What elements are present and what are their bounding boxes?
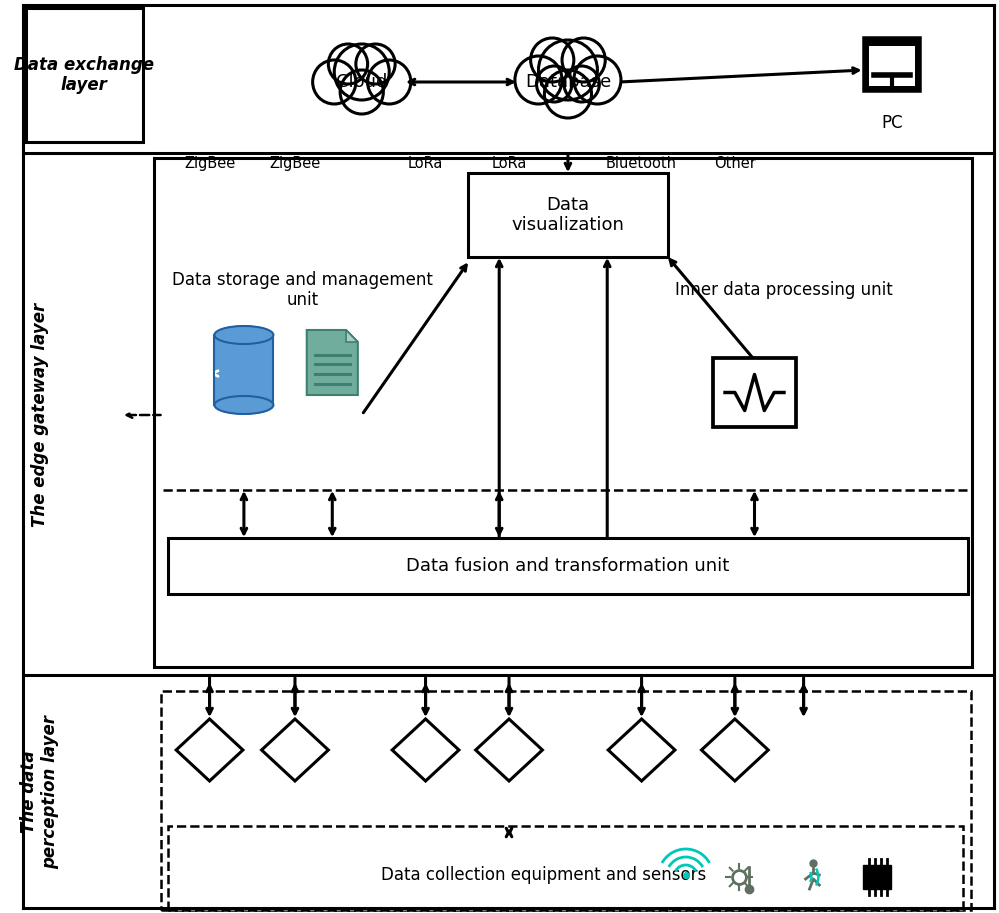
PathPatch shape — [307, 330, 358, 395]
Circle shape — [536, 66, 571, 102]
Text: ZigBee: ZigBee — [184, 155, 235, 171]
Circle shape — [356, 44, 396, 84]
Text: Data collection equipment and sensors: Data collection equipment and sensors — [382, 866, 706, 884]
Circle shape — [530, 38, 573, 82]
Text: Database: Database — [524, 73, 611, 91]
Text: Inner data processing unit: Inner data processing unit — [675, 281, 893, 299]
Circle shape — [329, 44, 368, 84]
Ellipse shape — [215, 326, 274, 344]
Circle shape — [514, 56, 562, 104]
FancyBboxPatch shape — [168, 826, 963, 910]
Text: Data fusion and transformation unit: Data fusion and transformation unit — [407, 557, 729, 575]
Circle shape — [544, 70, 591, 118]
Circle shape — [335, 44, 390, 100]
Text: The data
perception layer: The data perception layer — [20, 715, 59, 869]
Circle shape — [340, 70, 384, 114]
Ellipse shape — [215, 396, 274, 414]
FancyBboxPatch shape — [154, 158, 972, 667]
Circle shape — [538, 40, 597, 100]
FancyBboxPatch shape — [863, 37, 920, 91]
Polygon shape — [863, 865, 891, 889]
Circle shape — [573, 56, 621, 104]
Text: Cloud: Cloud — [336, 73, 388, 91]
Text: Data
visualization: Data visualization — [511, 195, 624, 235]
Circle shape — [313, 60, 356, 104]
Text: Bluetooth: Bluetooth — [606, 155, 677, 171]
Text: ZigBee: ZigBee — [270, 155, 321, 171]
FancyBboxPatch shape — [168, 538, 968, 594]
Text: PC: PC — [881, 114, 903, 132]
FancyBboxPatch shape — [26, 8, 143, 142]
Text: Other: Other — [714, 155, 756, 171]
FancyBboxPatch shape — [713, 358, 796, 427]
Text: LoRa: LoRa — [408, 155, 444, 171]
Circle shape — [368, 60, 411, 104]
Circle shape — [562, 38, 605, 82]
Text: The edge gateway layer: The edge gateway layer — [31, 303, 49, 527]
FancyBboxPatch shape — [162, 691, 970, 910]
Text: LoRa: LoRa — [492, 155, 526, 171]
Circle shape — [564, 66, 599, 102]
Text: Data storage and management
unit: Data storage and management unit — [173, 270, 434, 310]
FancyBboxPatch shape — [215, 335, 274, 405]
FancyBboxPatch shape — [468, 173, 668, 257]
Text: Data exchange
layer: Data exchange layer — [14, 56, 154, 94]
PathPatch shape — [346, 330, 358, 342]
FancyBboxPatch shape — [869, 46, 914, 86]
